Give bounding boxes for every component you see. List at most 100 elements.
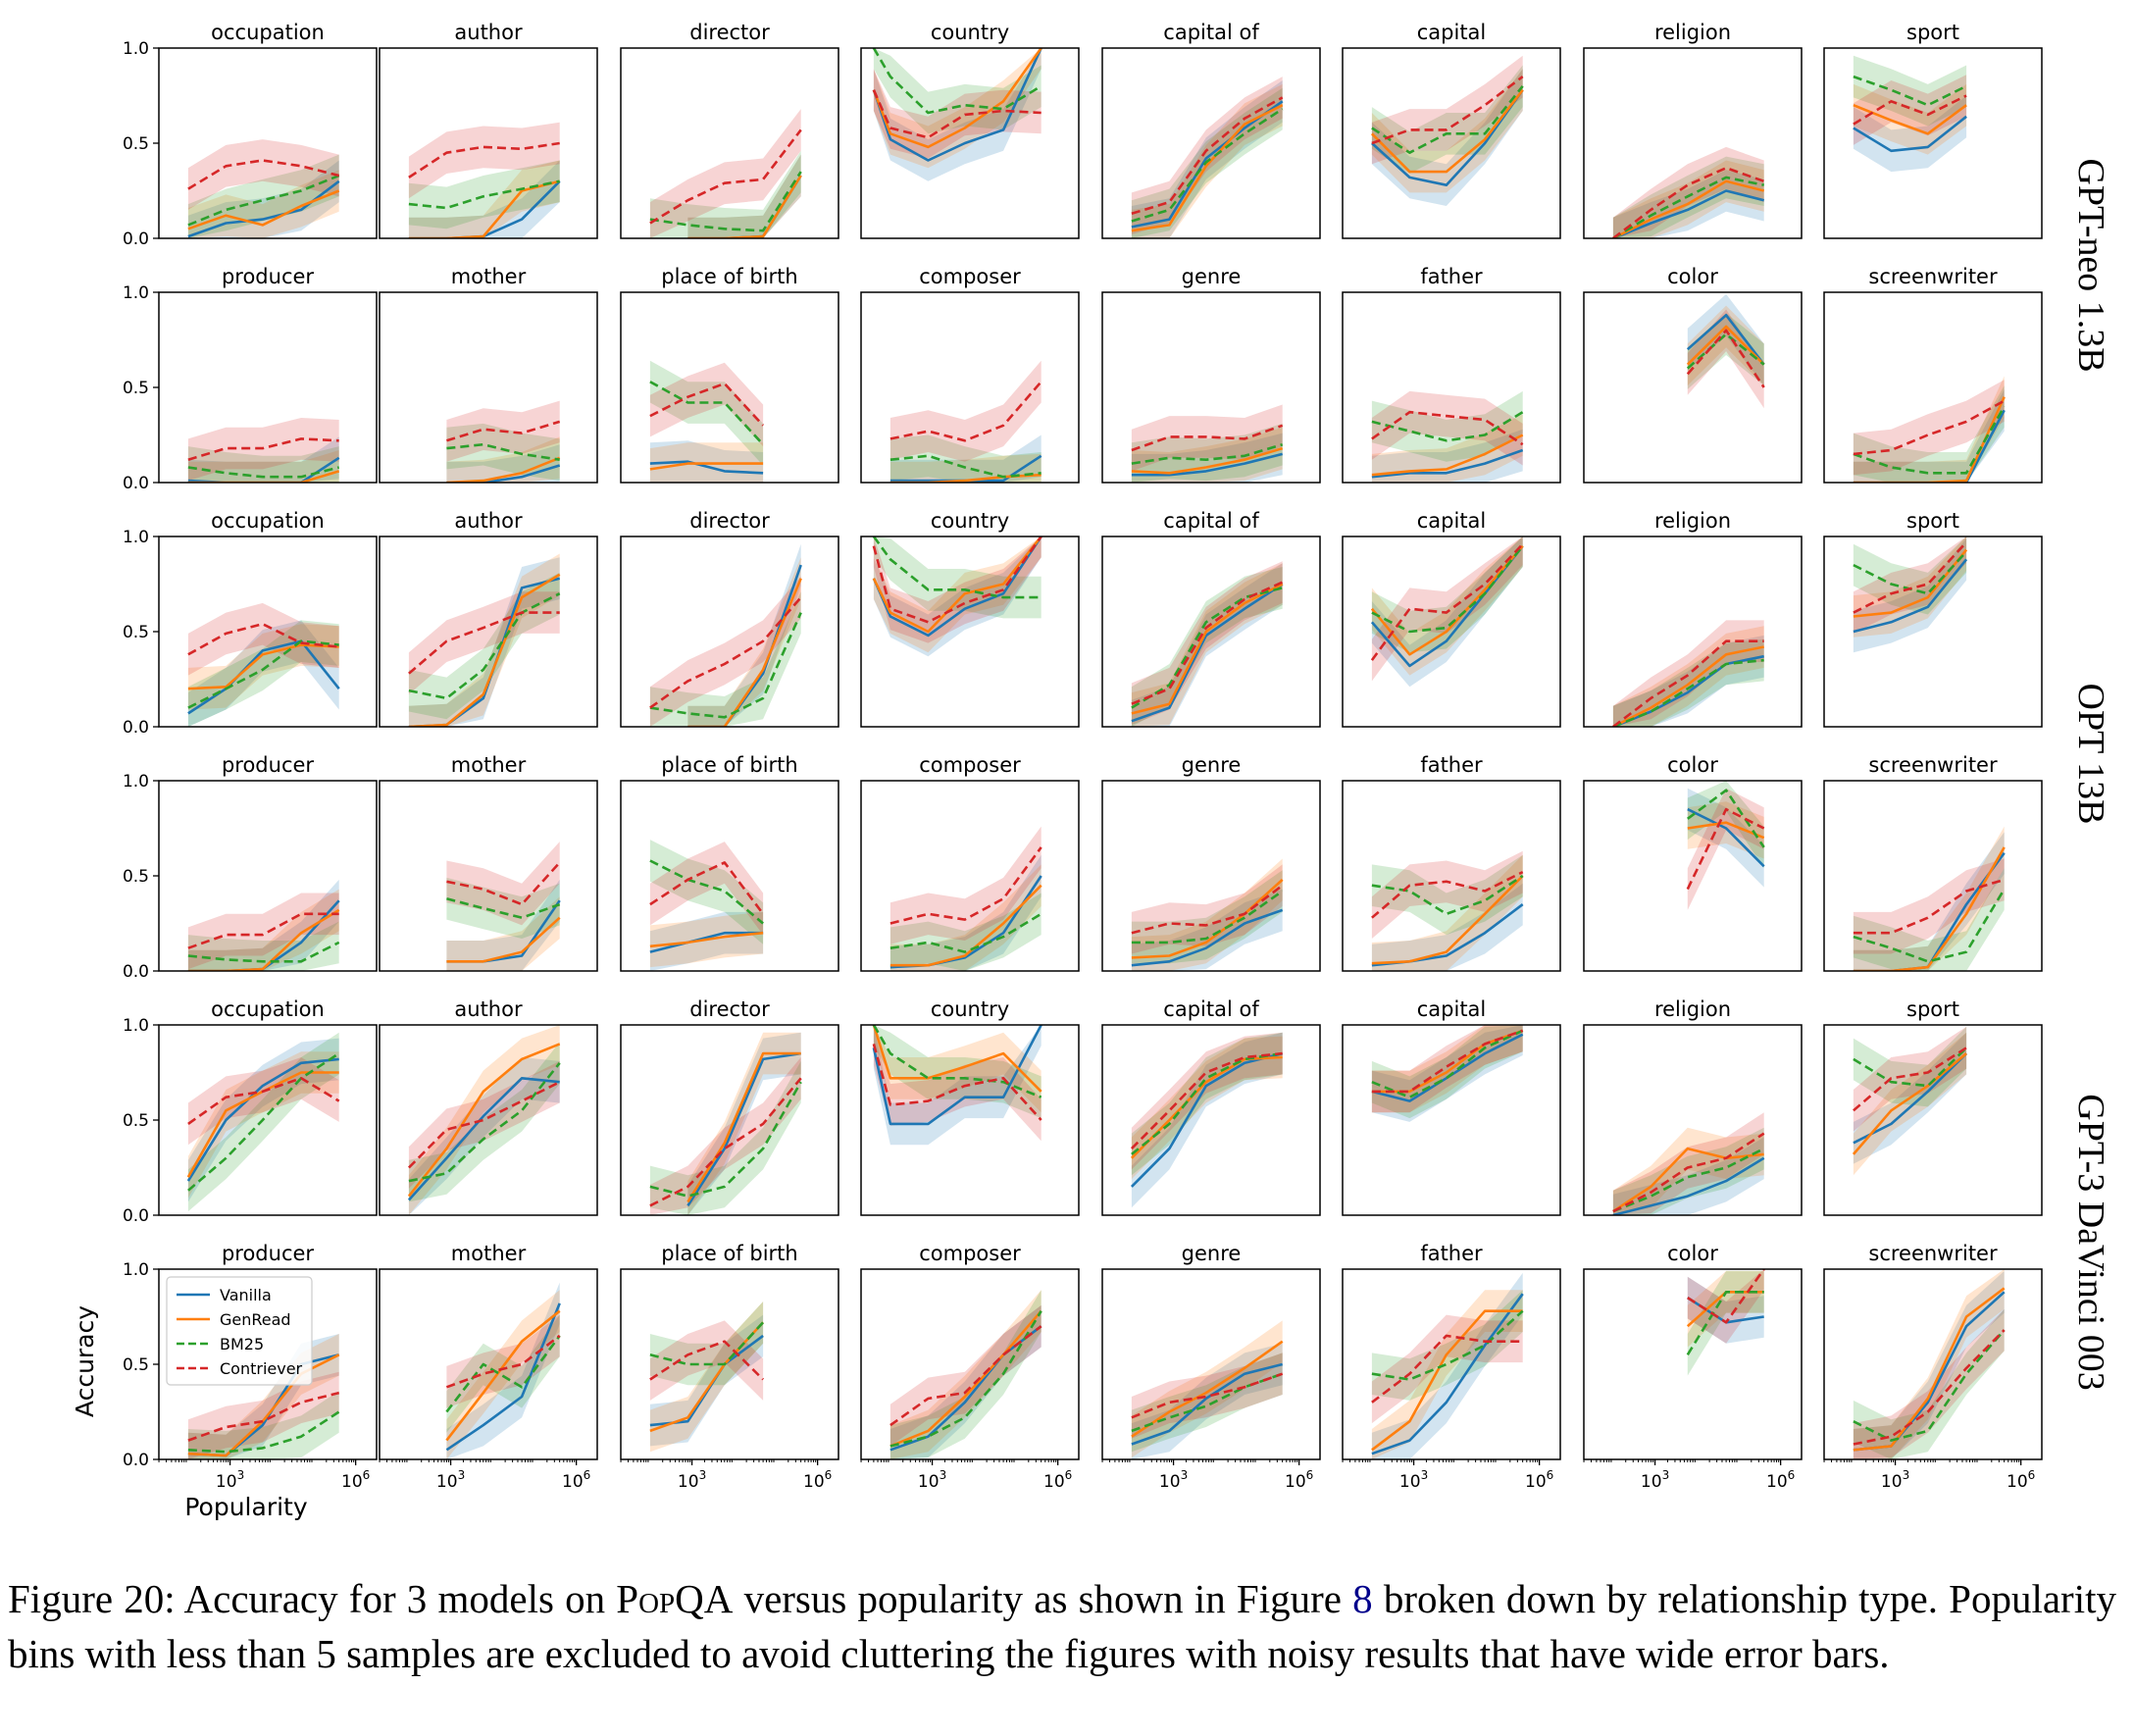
axes-frame <box>1101 1024 1321 1216</box>
subplot-composer: composer <box>860 753 1080 972</box>
band-vanilla <box>446 879 560 971</box>
y-tick-label: 0.0 <box>123 1451 149 1470</box>
axes-frame <box>1101 291 1321 484</box>
subplot-genre: genre 103 106 <box>1101 1242 1321 1492</box>
x-tick-label: 106 <box>1285 1468 1313 1492</box>
x-tick-label: 103 <box>436 1468 465 1492</box>
model-label: OPT 13B <box>2070 684 2111 825</box>
subplot-country: country <box>860 509 1080 728</box>
subplot-capital: capital <box>1342 509 1561 728</box>
series-contriever <box>889 846 1042 925</box>
band-vanilla <box>1371 429 1523 483</box>
subplot-title: mother <box>451 753 527 777</box>
plot-area <box>872 1025 1042 1146</box>
subplot-religion: religion <box>1583 509 1803 728</box>
subplot-title: religion <box>1654 509 1731 533</box>
subplot-title: author <box>454 509 523 533</box>
band-contriever <box>649 1057 801 1215</box>
x-axis-label: Popularity <box>184 1493 307 1521</box>
axes-frame <box>860 47 1080 239</box>
series-bm25 <box>408 592 561 700</box>
band-vanilla <box>649 911 764 971</box>
subplot-title: father <box>1420 265 1483 288</box>
subplot-capital-of: capital of <box>1101 509 1321 728</box>
axes-frame <box>620 47 839 239</box>
band-bm25 <box>649 360 764 466</box>
axes-frame <box>620 291 839 484</box>
axes-frame <box>860 1024 1080 1216</box>
caption-figure-ref[interactable]: 8 <box>1352 1576 1373 1621</box>
plot-area <box>649 840 765 971</box>
series-contriever <box>1371 870 1524 919</box>
x-tick-label: 106 <box>1525 1468 1553 1492</box>
subplot-title: producer <box>222 753 314 777</box>
subplot-screenwriter: screenwriter <box>1823 265 2043 484</box>
series-genread <box>1687 821 1765 840</box>
y-tick-label: 0.0 <box>123 474 149 493</box>
series-bm25 <box>649 612 802 719</box>
subplot-mother: mother <box>379 753 598 972</box>
series-genread <box>445 1309 561 1442</box>
plot-area <box>1131 404 1284 483</box>
x-tick-label: 103 <box>918 1468 946 1492</box>
plot-area <box>1853 55 1967 173</box>
band-bm25 <box>1131 1032 1283 1176</box>
band-vanilla <box>1853 388 2005 483</box>
series-vanilla <box>872 536 1042 638</box>
series-vanilla <box>872 1025 1042 1126</box>
series-bm25 <box>187 941 340 963</box>
series-contriever <box>1853 94 1967 126</box>
axes-frame <box>620 536 839 728</box>
series-contriever <box>1370 542 1524 661</box>
series-vanilla <box>1131 452 1284 477</box>
subplot-title: mother <box>451 1242 527 1265</box>
subplot-title: occupation <box>211 21 325 44</box>
plot-area <box>1370 536 1524 688</box>
subplot-screenwriter: screenwriter 103 106 <box>1823 1242 2043 1492</box>
series-bm25 <box>187 1052 340 1192</box>
y-axis-label: Accuracy <box>71 1305 99 1417</box>
axes-frame <box>1342 536 1561 728</box>
series-genread <box>1371 875 1524 965</box>
band-bm25 <box>1853 55 1967 127</box>
band-genread <box>889 864 1042 971</box>
plot-area <box>1686 781 1765 910</box>
band-bm25 <box>408 572 560 720</box>
subplot-mother: mother 103 106 <box>379 1242 598 1492</box>
subplot-title: director <box>689 997 770 1021</box>
subplot-title: occupation <box>211 509 325 533</box>
band-contriever <box>649 1320 764 1401</box>
subplot-country: country <box>860 997 1080 1216</box>
series-contriever <box>649 596 802 709</box>
band-genread <box>873 48 1042 169</box>
band-contriever <box>1131 864 1283 954</box>
subplot-color: color <box>1583 753 1803 972</box>
plot-area <box>1853 826 2006 971</box>
axes-frame <box>1823 536 2043 728</box>
band-genread <box>1853 1032 1967 1176</box>
subplot-title: color <box>1667 1242 1718 1265</box>
series-bm25 <box>446 897 561 919</box>
series-bm25 <box>1131 442 1284 465</box>
axes-frame <box>379 536 598 728</box>
band-bm25 <box>187 620 339 727</box>
band-genread <box>649 1302 764 1453</box>
plot-area <box>1371 1272 1524 1459</box>
band-bm25 <box>446 423 560 482</box>
series-genread <box>1371 1309 1523 1452</box>
series-bm25 <box>187 466 340 479</box>
band-vanilla <box>187 160 339 238</box>
subplot-producer: producer 1.0 0.5 0.0 103 106 Vanilla GenRead BM2… <box>123 1242 378 1492</box>
series-contriever <box>408 141 560 179</box>
series-genread <box>1370 544 1524 656</box>
series-genread <box>1371 434 1524 477</box>
series-vanilla <box>1370 544 1524 668</box>
band-genread <box>1371 414 1523 483</box>
series-vanilla <box>1853 558 1968 634</box>
series-genread <box>187 908 340 971</box>
series-bm25 <box>649 859 764 925</box>
series-bm25 <box>408 1061 561 1183</box>
series-contriever <box>1131 424 1284 452</box>
band-contriever <box>187 139 339 210</box>
subplot-producer: producer 1.0 0.5 0.0 <box>123 753 378 982</box>
